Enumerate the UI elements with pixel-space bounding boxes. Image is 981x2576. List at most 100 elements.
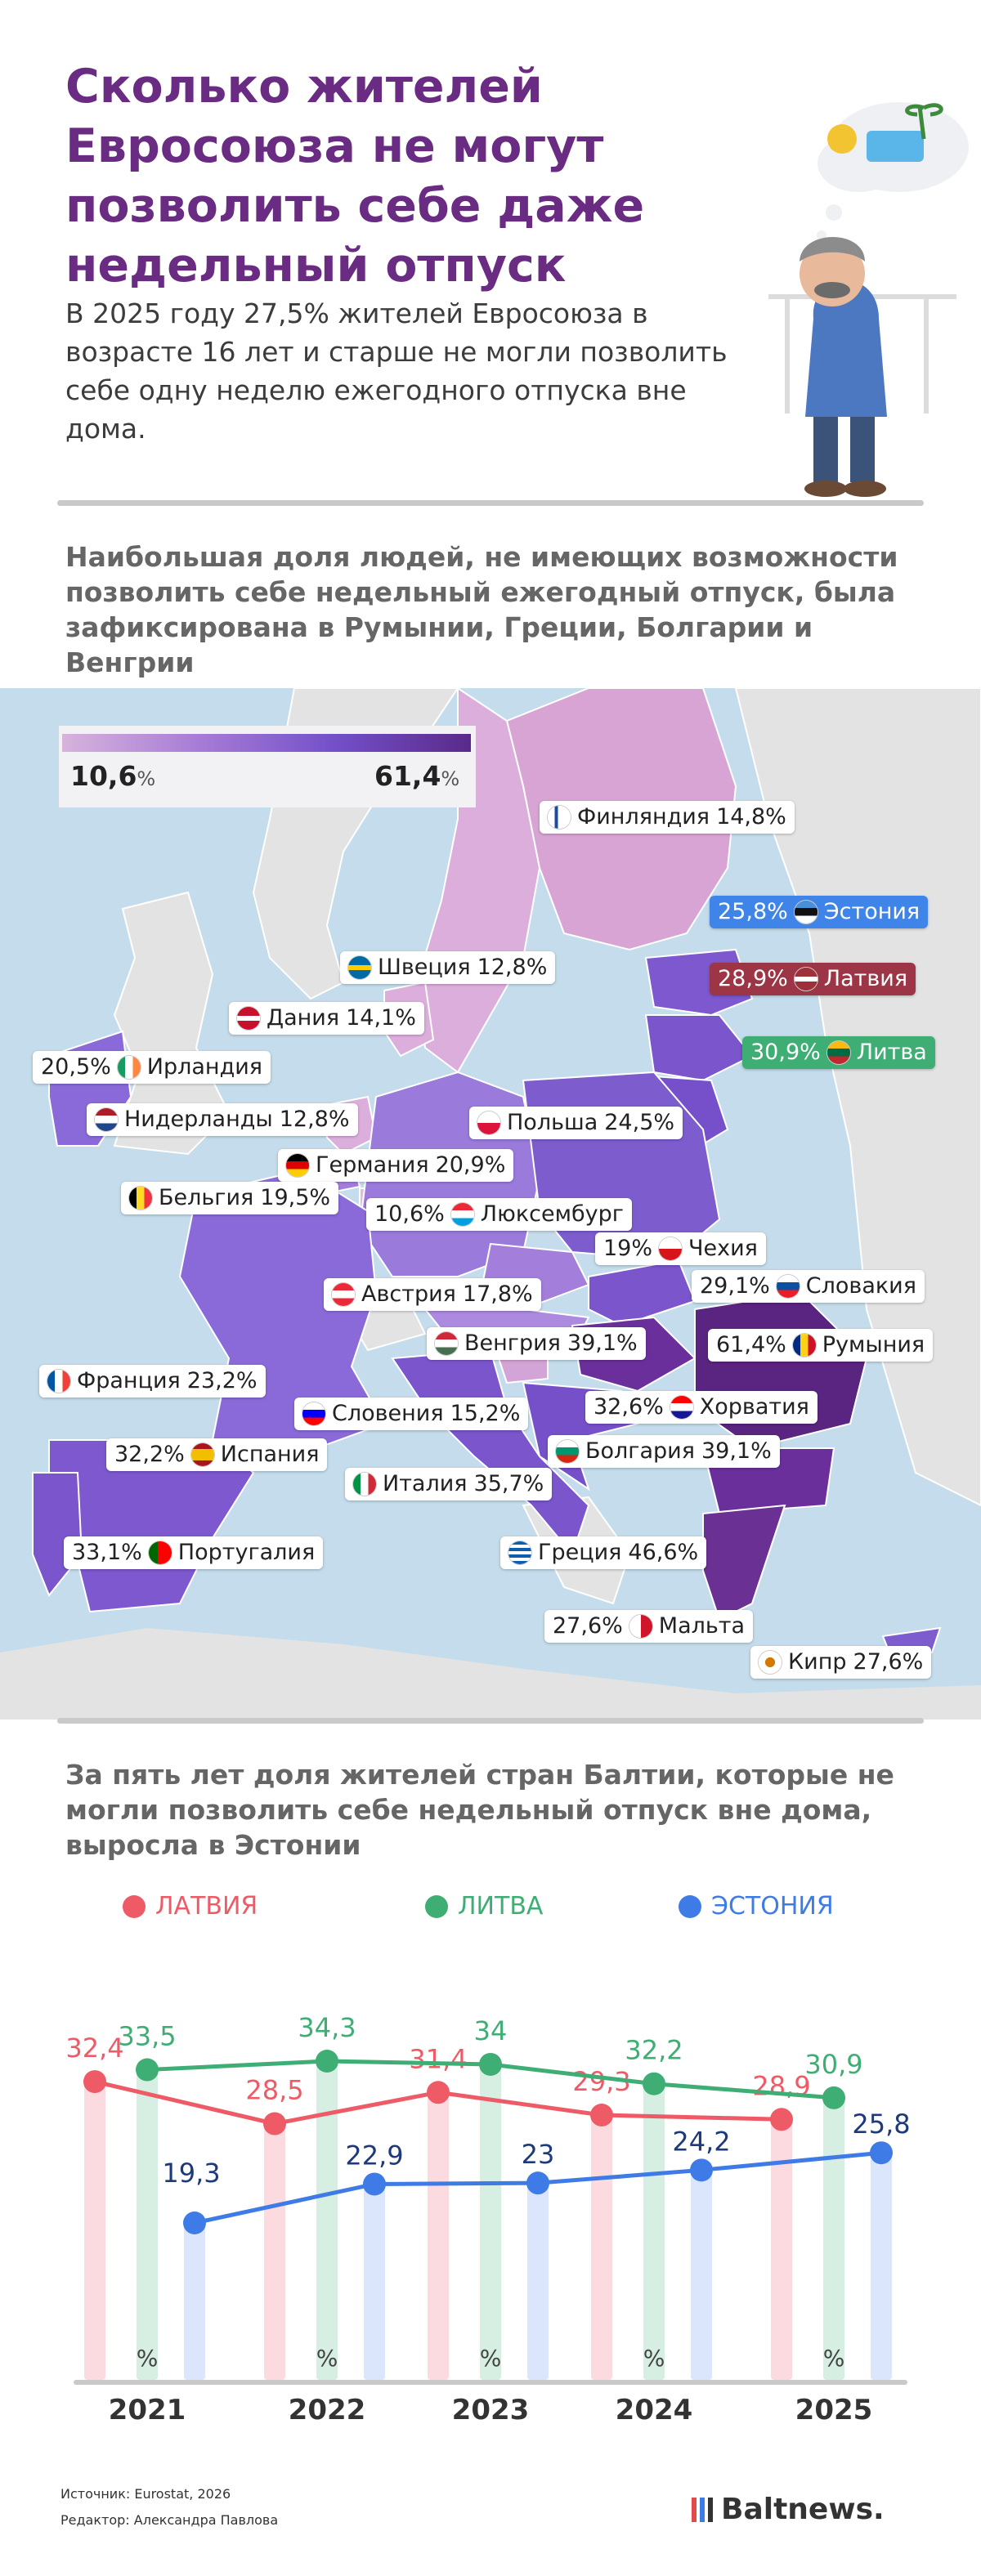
point-латвия-2024 bbox=[590, 2104, 613, 2127]
label-value: 27,6% bbox=[853, 1649, 924, 1675]
point-эстония-2022 bbox=[363, 2172, 386, 2196]
luxembourg-flag-icon bbox=[450, 1203, 474, 1226]
legend-dot-lithuania bbox=[425, 1894, 448, 1918]
cyprus-flag-icon bbox=[759, 1651, 782, 1674]
label-lithuania: 30,9% Литва bbox=[742, 1036, 935, 1069]
sad-man-illustration bbox=[768, 102, 969, 497]
label-value: 39,1% bbox=[701, 1438, 772, 1464]
value-label-латвия-2023: 31,4 bbox=[409, 2043, 467, 2074]
label-value: 24,5% bbox=[604, 1110, 675, 1135]
value-label-эстония-2024: 24,2 bbox=[672, 2126, 730, 2157]
label-slovakia: 29,1% Словакия bbox=[692, 1270, 925, 1303]
legend-lithuania: ЛИТВА bbox=[425, 1892, 543, 1921]
spain-flag-icon bbox=[190, 1443, 214, 1466]
label-france: Франция 23,2% bbox=[39, 1365, 266, 1398]
column-литва-2023 bbox=[480, 2064, 501, 2380]
croatia-flag-icon bbox=[670, 1396, 693, 1419]
label-value: 30,9% bbox=[750, 1040, 821, 1065]
value-label-эстония-2021: 19,3 bbox=[162, 2158, 220, 2189]
label-value: 20,5% bbox=[41, 1054, 111, 1080]
label-country: Финляндия bbox=[577, 804, 710, 830]
label-country: Ирландия bbox=[146, 1054, 263, 1080]
poland-flag-icon bbox=[477, 1111, 500, 1134]
label-latvia: 28,9% Латвия bbox=[710, 963, 916, 995]
estonia-flag-icon bbox=[794, 901, 818, 924]
legend-dot-estonia bbox=[679, 1894, 701, 1918]
label-value: 29,1% bbox=[700, 1273, 770, 1299]
region-latvia bbox=[644, 1014, 754, 1082]
label-denmark: Дания 14,1% bbox=[229, 1002, 424, 1035]
label-country: Люксембург bbox=[480, 1201, 624, 1227]
chart-baseline bbox=[74, 2380, 907, 2385]
label-country: Португалия bbox=[177, 1540, 316, 1565]
column-литва-2021 bbox=[137, 2069, 158, 2380]
column-литва-2024 bbox=[643, 2083, 665, 2380]
point-латвия-2022 bbox=[263, 2112, 286, 2135]
column-латвия-2022 bbox=[264, 2123, 285, 2380]
point-литва-2023 bbox=[479, 2052, 502, 2076]
label-country: Бельгия bbox=[159, 1185, 254, 1210]
label-country: Кипр bbox=[788, 1649, 847, 1675]
malta-flag-icon bbox=[629, 1615, 652, 1638]
column-литва-2022 bbox=[316, 2061, 338, 2380]
column-эстония-2022 bbox=[364, 2184, 385, 2380]
value-label-литва-2024: 32,2 bbox=[625, 2035, 683, 2066]
label-value: 14,8% bbox=[716, 804, 786, 830]
legend-label-lithuania: ЛИТВА bbox=[458, 1892, 544, 1921]
brand-name: Baltnews. bbox=[721, 2493, 885, 2526]
label-value: 28,9% bbox=[718, 966, 788, 991]
value-label-литва-2021: 33,5 bbox=[118, 2021, 176, 2052]
label-country: Словакия bbox=[805, 1273, 916, 1299]
label-estonia: 25,8% Эстония bbox=[710, 896, 929, 928]
divider bbox=[57, 1718, 924, 1724]
column-эстония-2021 bbox=[184, 2223, 205, 2380]
greece-flag-icon bbox=[508, 1541, 531, 1564]
point-латвия-2023 bbox=[427, 2081, 450, 2104]
sweden-flag-icon bbox=[348, 956, 371, 979]
legend-label-estonia: ЭСТОНИЯ bbox=[711, 1892, 834, 1921]
finland-flag-icon bbox=[548, 806, 571, 829]
label-czechia: 19% Чехия bbox=[595, 1232, 766, 1265]
value-label-литва-2023: 34 bbox=[474, 2015, 508, 2046]
point-литва-2024 bbox=[643, 2072, 665, 2095]
unit-label-2023: % bbox=[480, 2345, 502, 2372]
label-value: 27,6% bbox=[553, 1613, 623, 1639]
label-value: 20,9% bbox=[435, 1152, 506, 1178]
year-tick-2021: 2021 bbox=[109, 2394, 186, 2426]
label-value: 39,1% bbox=[567, 1330, 638, 1356]
label-romania: 61,4% Румыния bbox=[708, 1329, 934, 1362]
label-value: 12,8% bbox=[279, 1107, 350, 1132]
denmark-flag-icon bbox=[237, 1007, 260, 1030]
slovenia-flag-icon bbox=[302, 1402, 325, 1425]
label-poland: Польша 24,5% bbox=[469, 1107, 683, 1139]
unit-label-2022: % bbox=[316, 2345, 338, 2372]
value-label-литва-2022: 34,3 bbox=[298, 2012, 356, 2043]
column-латвия-2023 bbox=[428, 2092, 449, 2380]
label-finland: Финляндия 14,8% bbox=[540, 801, 795, 834]
label-value: 19,5% bbox=[260, 1185, 331, 1210]
column-литва-2025 bbox=[823, 2097, 844, 2380]
label-country: Польша bbox=[507, 1110, 598, 1135]
source-note: Источник: Eurostat, 2026 bbox=[60, 2486, 231, 2502]
label-country: Литва bbox=[856, 1040, 927, 1065]
legend-latvia: ЛАТВИЯ bbox=[123, 1892, 258, 1921]
divider bbox=[57, 500, 924, 506]
point-эстония-2023 bbox=[526, 2171, 549, 2195]
label-value: 25,8% bbox=[718, 899, 788, 924]
label-country: Германия bbox=[316, 1152, 429, 1178]
label-country: Словения bbox=[332, 1401, 444, 1426]
label-malta: 27,6% Мальта bbox=[544, 1610, 754, 1643]
italy-flag-icon bbox=[353, 1473, 376, 1496]
legend-max: 61,4% bbox=[374, 760, 460, 792]
legend-gradient bbox=[62, 734, 471, 752]
year-tick-2022: 2022 bbox=[289, 2394, 366, 2426]
year-tick-2023: 2023 bbox=[452, 2394, 530, 2426]
column-латвия-2021 bbox=[84, 2082, 105, 2380]
netherlands-flag-icon bbox=[95, 1108, 118, 1131]
label-country: Венгрия bbox=[464, 1330, 561, 1356]
point-литва-2021 bbox=[136, 2058, 159, 2082]
label-value: 33,1% bbox=[72, 1540, 142, 1565]
label-country: Греция bbox=[538, 1540, 622, 1565]
label-germany: Германия 20,9% bbox=[278, 1149, 514, 1182]
